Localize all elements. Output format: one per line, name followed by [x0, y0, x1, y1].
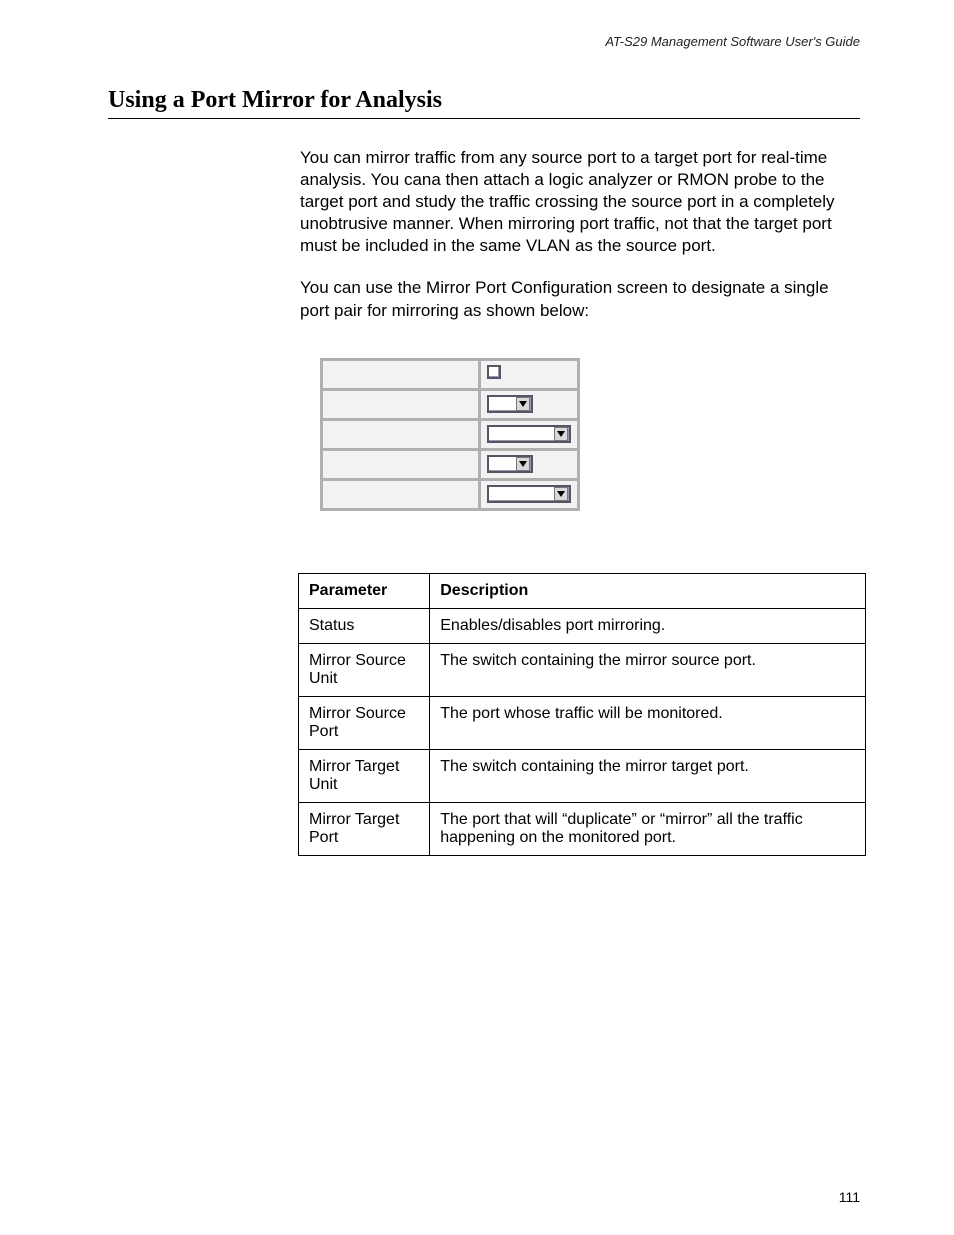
desc-cell: The switch containing the mirror target …	[430, 749, 866, 802]
table-row: Mirror Target Unit The switch containing…	[299, 749, 866, 802]
chevron-down-icon	[516, 397, 530, 411]
table-row: Status Enables/disables port mirroring.	[299, 608, 866, 643]
section-title: Using a Port Mirror for Analysis	[108, 87, 860, 119]
param-cell: Status	[299, 608, 430, 643]
desc-cell: The port that will “duplicate” or “mirro…	[430, 802, 866, 855]
mirror-config-panel	[320, 358, 580, 511]
table-row: Mirror Target Port The port that will “d…	[299, 802, 866, 855]
body-paragraph-1: You can mirror traffic from any source p…	[300, 147, 860, 257]
config-label-target-port	[322, 479, 480, 509]
target-unit-select[interactable]	[487, 455, 533, 473]
chevron-down-icon	[554, 427, 568, 441]
param-cell: Mirror Source Unit	[299, 643, 430, 696]
body-paragraph-2: You can use the Mirror Port Configuratio…	[300, 277, 860, 321]
param-cell: Mirror Target Port	[299, 802, 430, 855]
config-row-target-port	[322, 479, 579, 509]
page-number: 111	[839, 1189, 860, 1205]
config-row-target-unit	[322, 449, 579, 479]
desc-cell: The switch containing the mirror source …	[430, 643, 866, 696]
config-label-source-unit	[322, 389, 480, 419]
source-port-select[interactable]	[487, 425, 571, 443]
table-row: Mirror Source Unit The switch containing…	[299, 643, 866, 696]
param-cell: Mirror Target Unit	[299, 749, 430, 802]
chevron-down-icon	[554, 487, 568, 501]
param-cell: Mirror Source Port	[299, 696, 430, 749]
config-label-source-port	[322, 419, 480, 449]
table-header-description: Description	[430, 573, 866, 608]
config-label-target-unit	[322, 449, 480, 479]
desc-cell: Enables/disables port mirroring.	[430, 608, 866, 643]
parameter-description-table: Parameter Description Status Enables/dis…	[298, 573, 866, 856]
table-row: Mirror Source Port The port whose traffi…	[299, 696, 866, 749]
chevron-down-icon	[516, 457, 530, 471]
config-row-source-unit	[322, 389, 579, 419]
table-header-parameter: Parameter	[299, 573, 430, 608]
target-port-select[interactable]	[487, 485, 571, 503]
desc-cell: The port whose traffic will be monitored…	[430, 696, 866, 749]
source-unit-select[interactable]	[487, 395, 533, 413]
status-checkbox[interactable]	[487, 365, 501, 379]
config-label-status	[322, 359, 480, 389]
running-head: AT-S29 Management Software User's Guide	[108, 34, 860, 49]
config-row-status	[322, 359, 579, 389]
config-row-source-port	[322, 419, 579, 449]
